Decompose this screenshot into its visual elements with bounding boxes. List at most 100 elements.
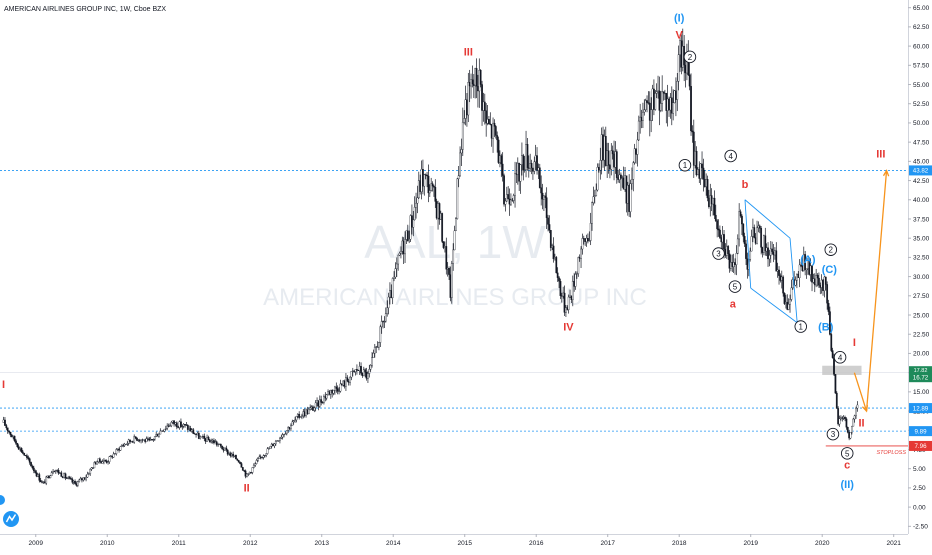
time-axis[interactable]: 2009 2010 2011 2012 2013 2014 2015 2016 2017 2018…	[0, 534, 932, 550]
candle-body	[521, 155, 523, 165]
candle-body	[195, 433, 197, 435]
x-tick-label: 2015	[457, 540, 472, 547]
candle-body	[578, 257, 581, 259]
candle-body	[474, 68, 477, 86]
candle-body	[537, 167, 540, 171]
candle-body	[244, 470, 247, 477]
candle-body	[280, 436, 283, 439]
candle-body	[8, 430, 10, 433]
candle-body	[137, 440, 140, 442]
candle-body	[350, 371, 353, 378]
candle-body	[636, 139, 639, 155]
candle-body	[798, 264, 801, 278]
resistance-zone	[822, 365, 862, 375]
wave-label: III	[876, 149, 885, 161]
candle-body	[760, 228, 763, 248]
candle-body	[192, 429, 195, 434]
y-tick-label: 57.50	[913, 63, 930, 70]
candle-body	[703, 179, 706, 187]
y-tick-label: 47.50	[913, 139, 930, 146]
channel	[744, 199, 798, 324]
candle-body	[354, 369, 357, 372]
candle-body	[152, 439, 155, 441]
tradingview-logo[interactable]	[3, 511, 19, 527]
level-badge	[909, 403, 932, 414]
candle-body	[54, 470, 57, 472]
candle-body	[411, 215, 413, 228]
x-tick-label: 2013	[314, 540, 329, 547]
candle-body	[775, 250, 778, 272]
candle-body	[138, 440, 141, 442]
candle-body	[640, 116, 643, 121]
candle-body	[710, 195, 713, 205]
candle-body	[479, 70, 482, 85]
candle-body	[562, 292, 565, 297]
candle-body	[790, 287, 793, 300]
candle-body	[417, 180, 420, 199]
candle-body	[257, 458, 259, 461]
wave-label: (I)	[674, 13, 685, 25]
candle-body	[290, 425, 292, 430]
candle-body	[384, 313, 387, 322]
candle-body	[105, 460, 108, 463]
candle-body	[599, 160, 602, 171]
candle-body	[516, 162, 519, 175]
candle-body	[530, 163, 533, 169]
candle-body	[482, 101, 485, 111]
candle-body	[637, 120, 640, 141]
candle-body	[483, 101, 486, 111]
candle-body	[811, 265, 813, 283]
candle-body	[305, 409, 307, 416]
candle-body	[750, 236, 753, 252]
candle-body	[393, 276, 395, 279]
candle-body	[376, 346, 379, 348]
candle-body	[503, 175, 505, 205]
candle-body	[298, 413, 301, 418]
candle-body	[736, 238, 739, 254]
level-badge	[909, 440, 932, 451]
candle-body	[831, 350, 834, 358]
candle-body	[848, 432, 851, 439]
candle-body	[371, 357, 373, 366]
candle-body	[794, 280, 797, 286]
candle-body	[738, 211, 741, 240]
candle-body	[532, 167, 534, 172]
candle-body	[375, 346, 378, 348]
candle-body	[725, 246, 728, 256]
candle-body	[12, 435, 15, 438]
circle-label-text: 5	[845, 449, 850, 458]
candle-body	[706, 179, 709, 199]
candle-body	[515, 173, 518, 175]
candle-body	[505, 194, 508, 202]
candle-body	[529, 163, 532, 169]
candle-body	[444, 246, 446, 248]
candle-body	[816, 275, 819, 279]
candle-body	[446, 268, 449, 270]
candle-body	[694, 150, 697, 166]
candle-body	[230, 453, 233, 456]
candle-body	[159, 430, 162, 435]
candle-body	[669, 97, 672, 111]
candle-body	[727, 246, 730, 255]
candle-body	[229, 453, 232, 456]
candle-body	[169, 425, 171, 427]
price-axis[interactable]: 65.00 62.50 60.00 57.50 55.00 52.50 50.00 47.50…	[908, 0, 932, 550]
candle-body	[89, 468, 92, 475]
wave-label: a	[730, 298, 737, 310]
candle-body	[712, 197, 714, 205]
circle-label-ring	[794, 320, 808, 333]
candle-body	[581, 238, 584, 250]
candle-body	[248, 471, 251, 474]
candle-body	[826, 284, 829, 304]
candle-body	[676, 81, 679, 100]
candle-body	[19, 447, 21, 450]
y-tick-label: 30.00	[913, 274, 930, 281]
candle-body	[732, 262, 735, 267]
candle-body	[38, 474, 41, 481]
circle-labels: 2 1 4 3 5 1 2 4 3 5	[678, 50, 854, 460]
candle-body	[130, 441, 133, 443]
wave-label: b	[742, 179, 749, 191]
